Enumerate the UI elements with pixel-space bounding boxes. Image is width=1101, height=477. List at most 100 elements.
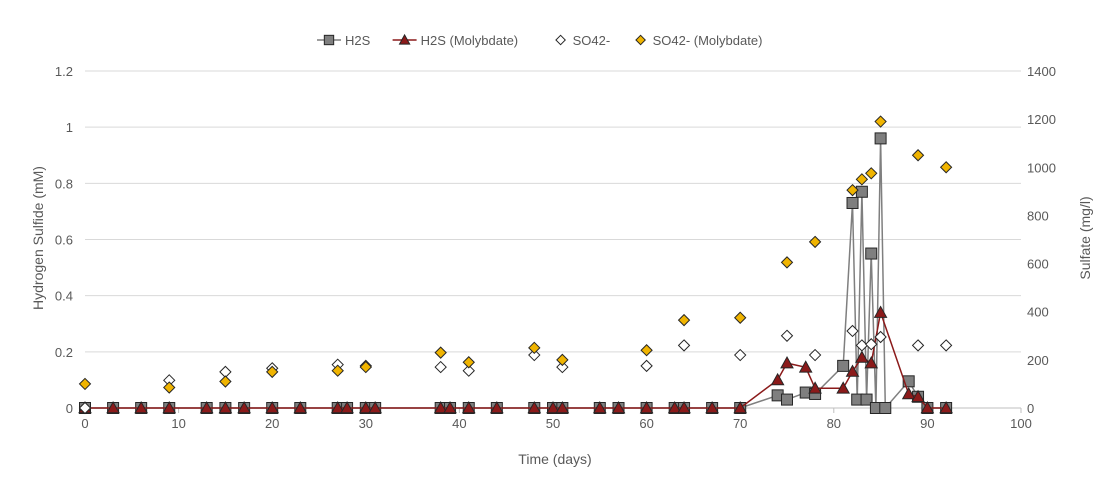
data-point (902, 375, 915, 388)
data-point (780, 256, 794, 269)
data-point (611, 400, 626, 414)
data-point (667, 400, 682, 414)
series-line (85, 309, 947, 409)
y-tick-label: 1.2 (55, 64, 73, 79)
data-point (219, 375, 232, 388)
data-point (330, 400, 345, 414)
data-point (733, 400, 748, 414)
data-point (798, 360, 813, 373)
data-point (78, 401, 92, 415)
data-point (770, 372, 785, 386)
data-point (265, 365, 279, 379)
data-point (433, 400, 448, 414)
axis-layer: 00.20.40.60.811.202004006008001000120014… (55, 64, 1056, 431)
data-point (873, 305, 888, 318)
data-point (368, 400, 383, 414)
data-point (855, 185, 868, 198)
series-2 (78, 324, 953, 415)
data-point (78, 377, 92, 391)
x-tick-label: 80 (827, 416, 841, 431)
data-point (733, 348, 747, 362)
data-point (528, 348, 541, 362)
legend-entry-2: SO42- (555, 33, 611, 48)
data-point (556, 353, 569, 367)
y-tick-label: 0.6 (55, 233, 73, 248)
data-point (939, 400, 953, 414)
data-point (939, 161, 953, 174)
data-point (879, 402, 892, 414)
y2-tick-label: 200 (1027, 353, 1049, 368)
x-tick-label: 90 (920, 416, 934, 431)
data-point (640, 344, 653, 357)
x-axis-title: Time (days) (518, 451, 591, 467)
y2-axis-title: Sulfate (mg/l) (1077, 196, 1093, 279)
y2-tick-label: 1000 (1027, 160, 1056, 175)
series-layer (78, 115, 953, 415)
legend-entry-1: H2S (Molybdate) (392, 33, 519, 48)
data-point (808, 381, 822, 394)
data-point (939, 339, 953, 352)
y2-tick-label: 1400 (1027, 64, 1056, 79)
data-point (874, 132, 887, 145)
x-tick-label: 20 (265, 416, 279, 431)
legend-label: H2S (Molybdate) (421, 33, 519, 48)
data-point (855, 339, 869, 352)
data-point (677, 400, 691, 414)
y-tick-label: 0 (66, 401, 73, 416)
x-tick-label: 40 (452, 416, 466, 431)
data-point (846, 324, 859, 338)
data-point (163, 381, 176, 394)
x-tick-label: 60 (639, 416, 653, 431)
data-point (874, 330, 887, 344)
legend-entry-3: SO42- (Molybdate) (635, 33, 762, 48)
legend-label: SO42- (573, 33, 611, 48)
data-point (865, 247, 878, 260)
data-point (846, 196, 859, 209)
y-tick-label: 1 (66, 120, 73, 135)
data-point (358, 400, 373, 414)
data-point (556, 360, 569, 374)
series-3 (78, 115, 953, 394)
x-tick-label: 10 (171, 416, 185, 431)
y-axis-title: Hydrogen Sulfide (mM) (30, 166, 46, 310)
data-point (781, 393, 793, 406)
data-point (639, 400, 654, 414)
y-tick-label: 0.4 (55, 289, 73, 304)
legend-marker (323, 34, 335, 46)
data-point (846, 183, 859, 197)
data-point (199, 400, 214, 414)
data-point (874, 115, 887, 128)
data-point (865, 167, 878, 180)
data-point (443, 400, 457, 414)
y2-tick-label: 1200 (1027, 112, 1056, 127)
data-point (911, 339, 925, 352)
data-point (808, 348, 822, 362)
data-point (218, 400, 233, 414)
data-point (901, 386, 916, 400)
legend-label: H2S (345, 33, 371, 48)
data-point (331, 364, 344, 377)
data-point (911, 149, 925, 162)
data-point (855, 173, 869, 186)
data-point (836, 381, 851, 394)
series-1 (78, 305, 953, 414)
y2-tick-label: 800 (1027, 208, 1049, 223)
series-line (85, 138, 947, 410)
data-point (592, 400, 607, 414)
data-point (162, 400, 177, 414)
data-point (462, 356, 475, 369)
legend-marker (555, 34, 566, 46)
legend: H2S H2S (Molybdate) SO42- SO42- (Molybdate) (317, 33, 762, 48)
data-point (845, 364, 860, 377)
data-point (780, 329, 794, 342)
legend-entry-0: H2S (317, 33, 371, 48)
data-point (555, 400, 570, 414)
data-point (865, 338, 878, 351)
y2-tick-label: 0 (1027, 401, 1034, 416)
data-point (864, 356, 879, 369)
x-tick-label: 50 (546, 416, 560, 431)
data-point (106, 400, 120, 414)
x-tick-label: 0 (81, 416, 88, 431)
x-tick-label: 30 (359, 416, 373, 431)
